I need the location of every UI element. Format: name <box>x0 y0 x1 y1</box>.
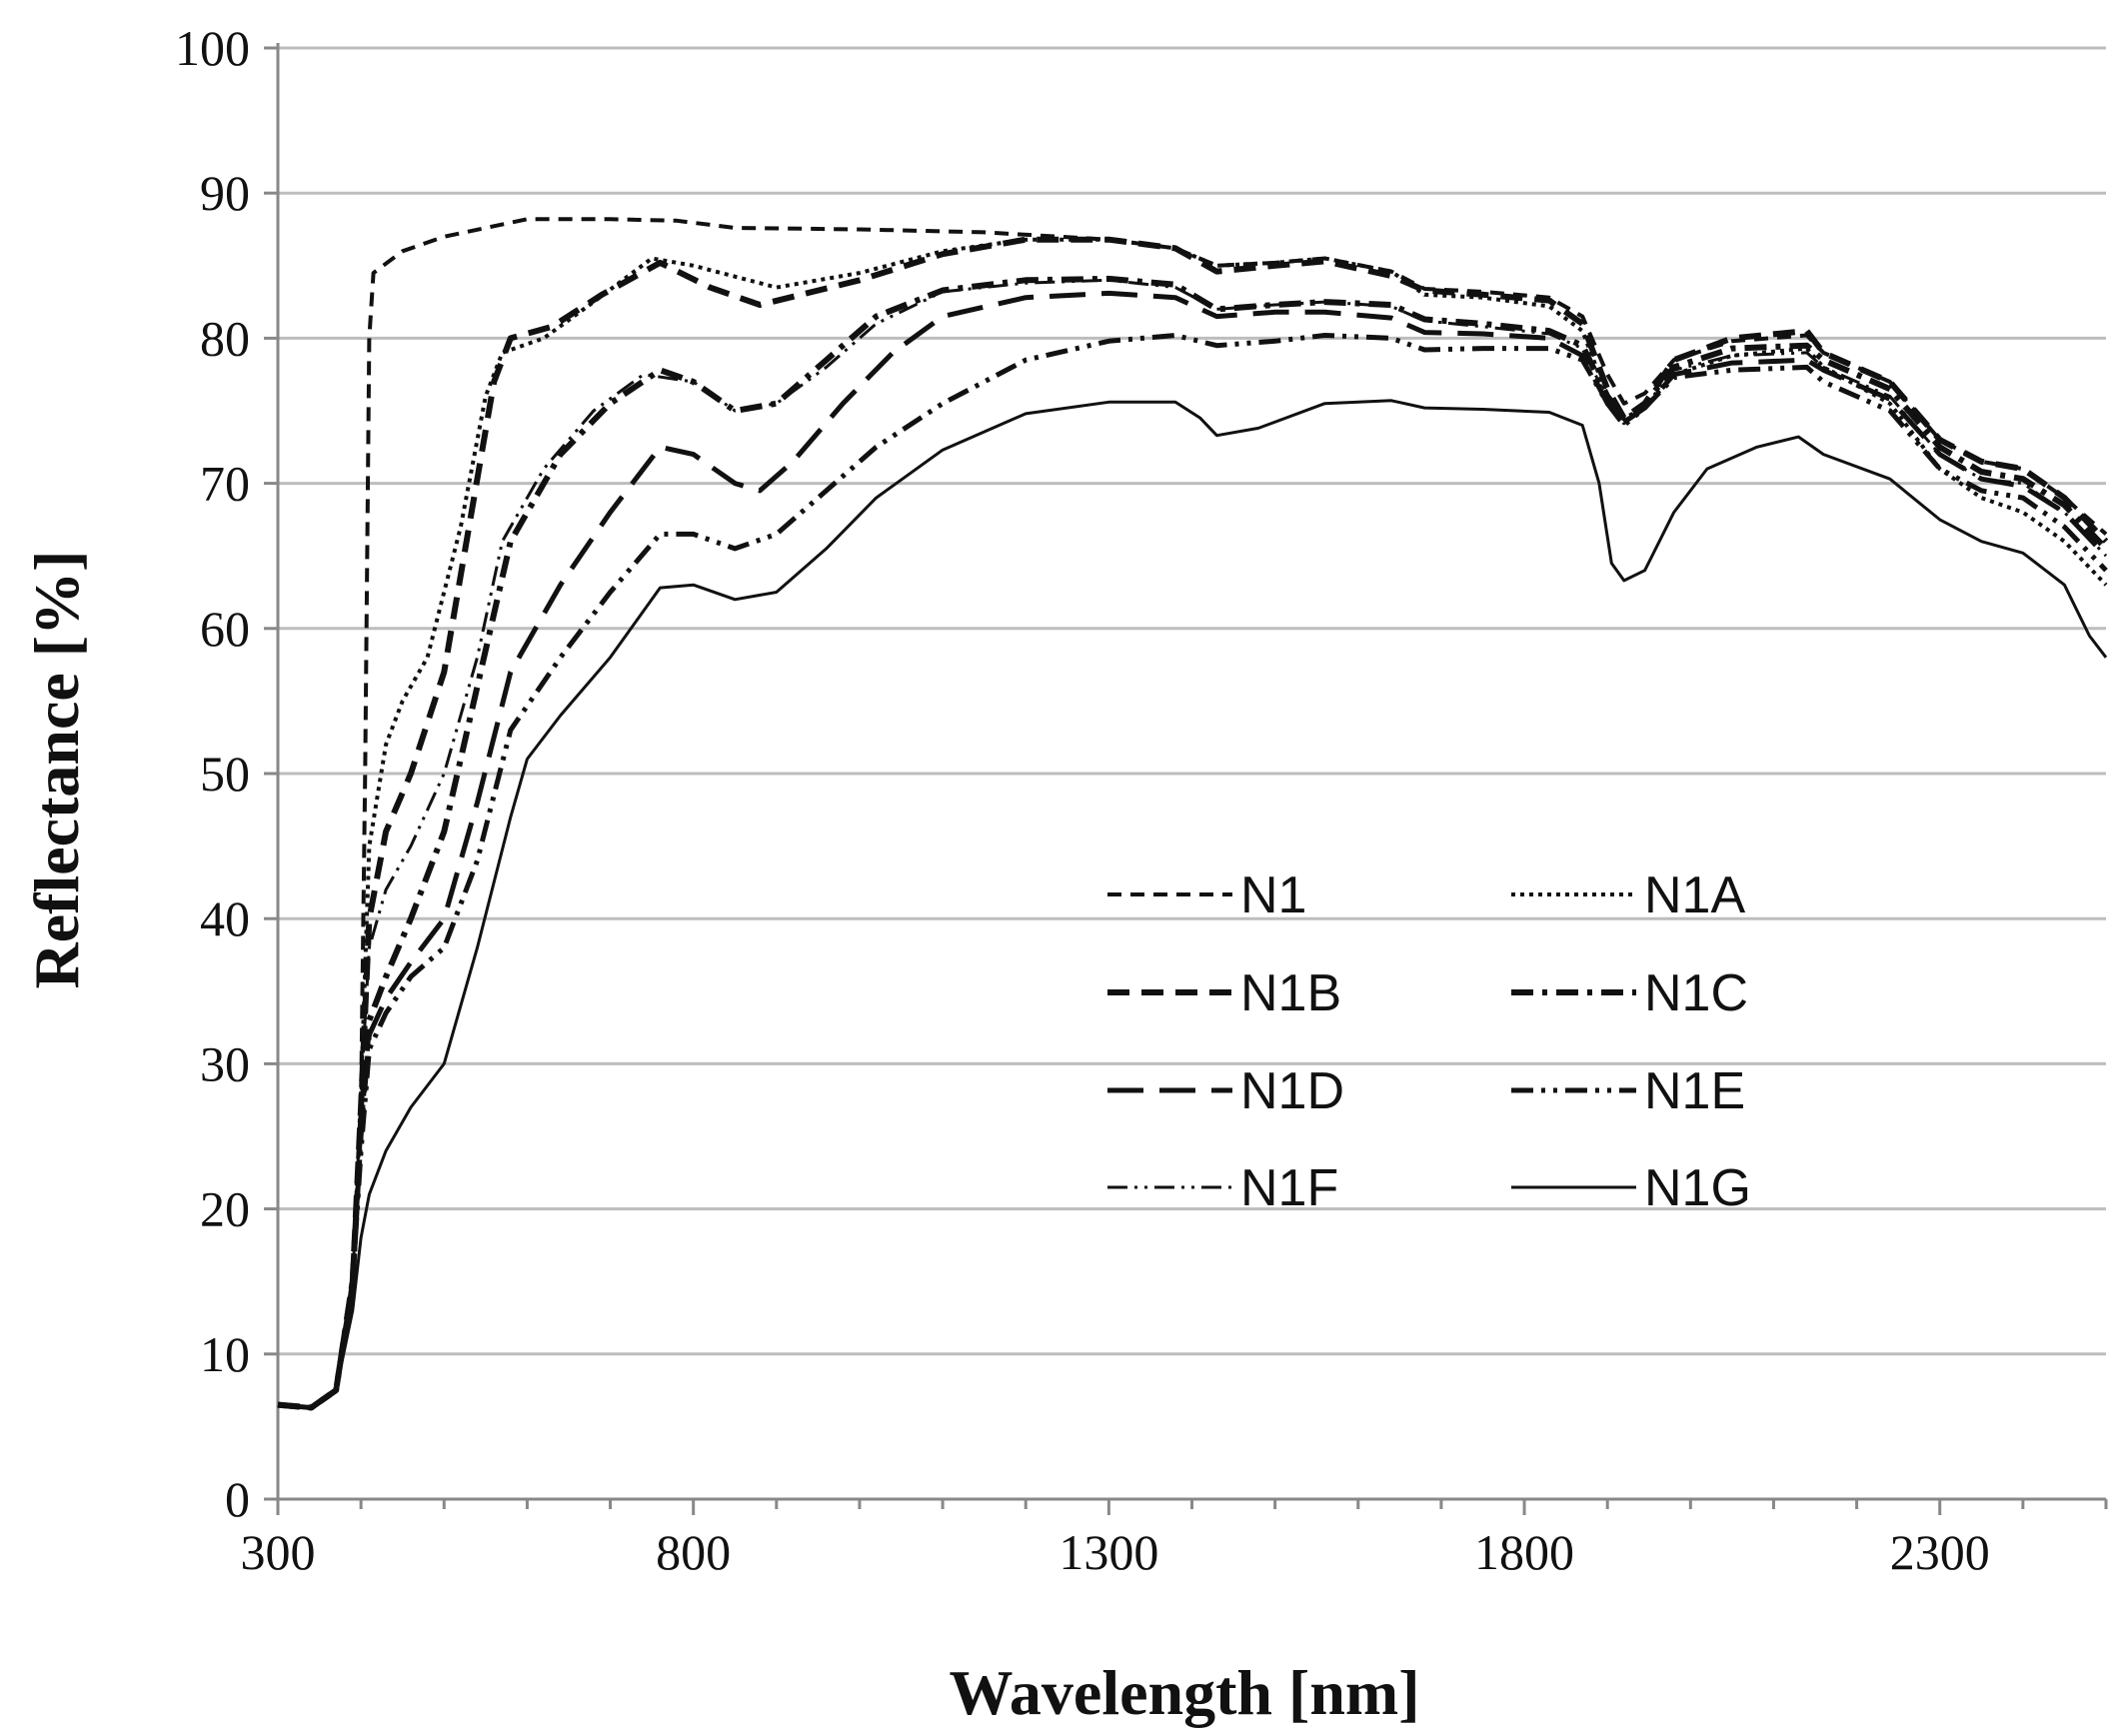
y-tick-label-60: 60 <box>200 601 250 657</box>
legend-label-n1c: N1C <box>1644 964 1748 1022</box>
legend-item-n1c: N1C <box>1511 964 1748 1022</box>
legend: N1 N1A N1B N1C N1D N1E N1F N1G <box>1107 867 1751 1217</box>
y-tick-label-30: 30 <box>200 1035 250 1091</box>
legend-label-n1d: N1D <box>1240 1062 1344 1120</box>
series-line-n1g <box>277 399 2108 1409</box>
data-series <box>277 217 2109 1411</box>
x-tick-label-800: 800 <box>656 1524 731 1580</box>
axes <box>264 43 2108 1515</box>
gridlines <box>278 46 2106 1356</box>
x-tick-label-1300: 1300 <box>1059 1524 1158 1580</box>
y-tick-label-40: 40 <box>200 890 250 946</box>
legend-label-n1: N1 <box>1240 867 1306 924</box>
tick-labels: 0 10 20 30 40 50 60 70 80 90 100 300 800 1300 1800 2300 <box>175 20 1990 1580</box>
legend-label-n1g: N1G <box>1644 1159 1751 1217</box>
y-tick-label-100: 100 <box>175 20 250 76</box>
legend-item-n1b: N1B <box>1107 964 1341 1022</box>
legend-item-n1e: N1E <box>1511 1062 1745 1120</box>
x-tick-label-300: 300 <box>241 1524 316 1580</box>
series-line-n1a <box>277 237 2108 1410</box>
legend-item-n1a: N1A <box>1511 867 1745 924</box>
legend-item-n1: N1 <box>1107 867 1306 924</box>
y-tick-label-70: 70 <box>200 456 250 512</box>
legend-item-n1f: N1F <box>1107 1159 1338 1217</box>
x-axis-title: Wavelength [nm] <box>949 1657 1419 1728</box>
series-line-n1b <box>277 236 2109 1411</box>
x-tick-label-1800: 1800 <box>1474 1524 1574 1580</box>
x-tick-label-2300: 2300 <box>1890 1524 1990 1580</box>
y-axis-title: Reflectance [%] <box>21 551 92 989</box>
legend-label-n1b: N1B <box>1240 964 1341 1022</box>
y-tick-label-10: 10 <box>200 1326 250 1382</box>
series-line-n1 <box>277 217 2108 1410</box>
series-line-n1d <box>277 290 2108 1410</box>
series-line-n1e <box>277 333 2108 1410</box>
y-tick-label-0: 0 <box>225 1471 250 1527</box>
axis-titles: Wavelength [nm] Reflectance [%] <box>21 551 1420 1728</box>
y-tick-label-80: 80 <box>200 310 250 366</box>
legend-item-n1g: N1G <box>1511 1159 1751 1217</box>
series-line-n1c <box>277 275 2109 1411</box>
legend-label-n1f: N1F <box>1240 1159 1338 1217</box>
y-tick-label-50: 50 <box>200 746 250 802</box>
legend-label-n1a: N1A <box>1644 867 1745 924</box>
legend-item-n1d: N1D <box>1107 1062 1344 1120</box>
legend-label-n1e: N1E <box>1644 1062 1745 1120</box>
y-tick-label-90: 90 <box>200 165 250 221</box>
y-tick-label-20: 20 <box>200 1181 250 1237</box>
series-line-n1f <box>277 278 2108 1409</box>
